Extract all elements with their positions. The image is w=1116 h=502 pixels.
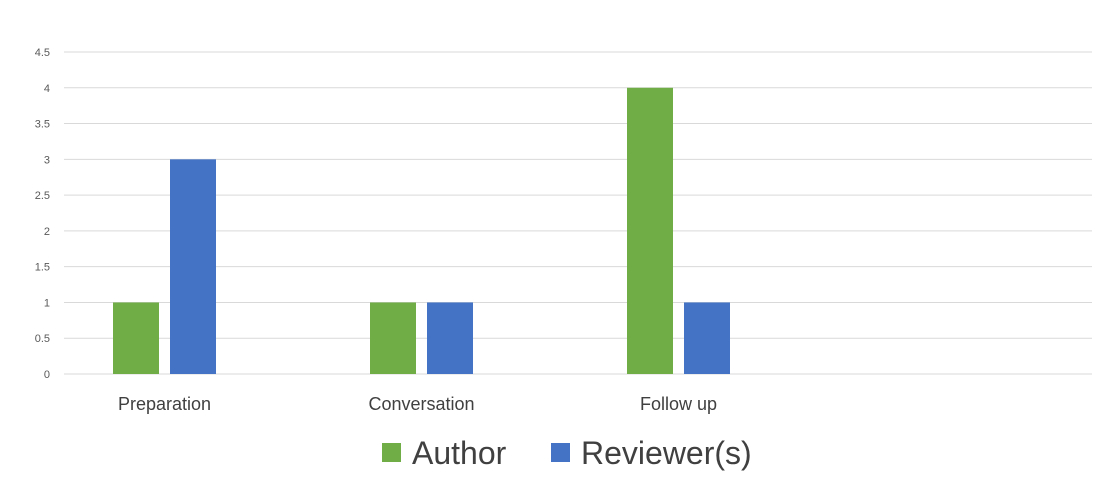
- x-tick-label: Conversation: [368, 394, 474, 414]
- y-tick-label: 4.5: [35, 47, 50, 59]
- x-axis-tick-labels: Preparation Conversation Follow up: [118, 394, 717, 414]
- legend-swatch: [382, 443, 401, 462]
- x-tick-label: Preparation: [118, 394, 211, 414]
- y-tick-label: 3: [44, 154, 50, 166]
- bars: [113, 87, 730, 375]
- y-tick-label: 1: [44, 297, 50, 309]
- bar-author-0: [113, 302, 159, 374]
- legend: Author Reviewer(s): [382, 435, 752, 471]
- y-tick-label: 0: [44, 369, 50, 381]
- legend-label: Reviewer(s): [581, 435, 752, 471]
- x-tick-label: Follow up: [640, 394, 717, 414]
- y-tick-label: 2.5: [35, 190, 50, 202]
- bar-reviewers-1: [427, 302, 473, 374]
- y-axis-tick-labels: 0 0.5 1 1.5 2 2.5 3 3.5 4 4.5: [35, 47, 50, 381]
- y-tick-label: 2: [44, 226, 50, 238]
- y-tick-label: 4: [44, 83, 50, 95]
- bar-reviewers-0: [170, 159, 216, 374]
- y-tick-label: 0.5: [35, 333, 50, 345]
- gridlines: [64, 51, 1092, 375]
- legend-label: Author: [412, 435, 507, 471]
- bar-reviewers-2: [684, 302, 730, 374]
- legend-swatch: [551, 443, 570, 462]
- y-tick-label: 1.5: [35, 262, 50, 274]
- bar-author-2: [627, 87, 673, 375]
- y-tick-label: 3.5: [35, 119, 50, 131]
- bar-author-1: [370, 302, 416, 374]
